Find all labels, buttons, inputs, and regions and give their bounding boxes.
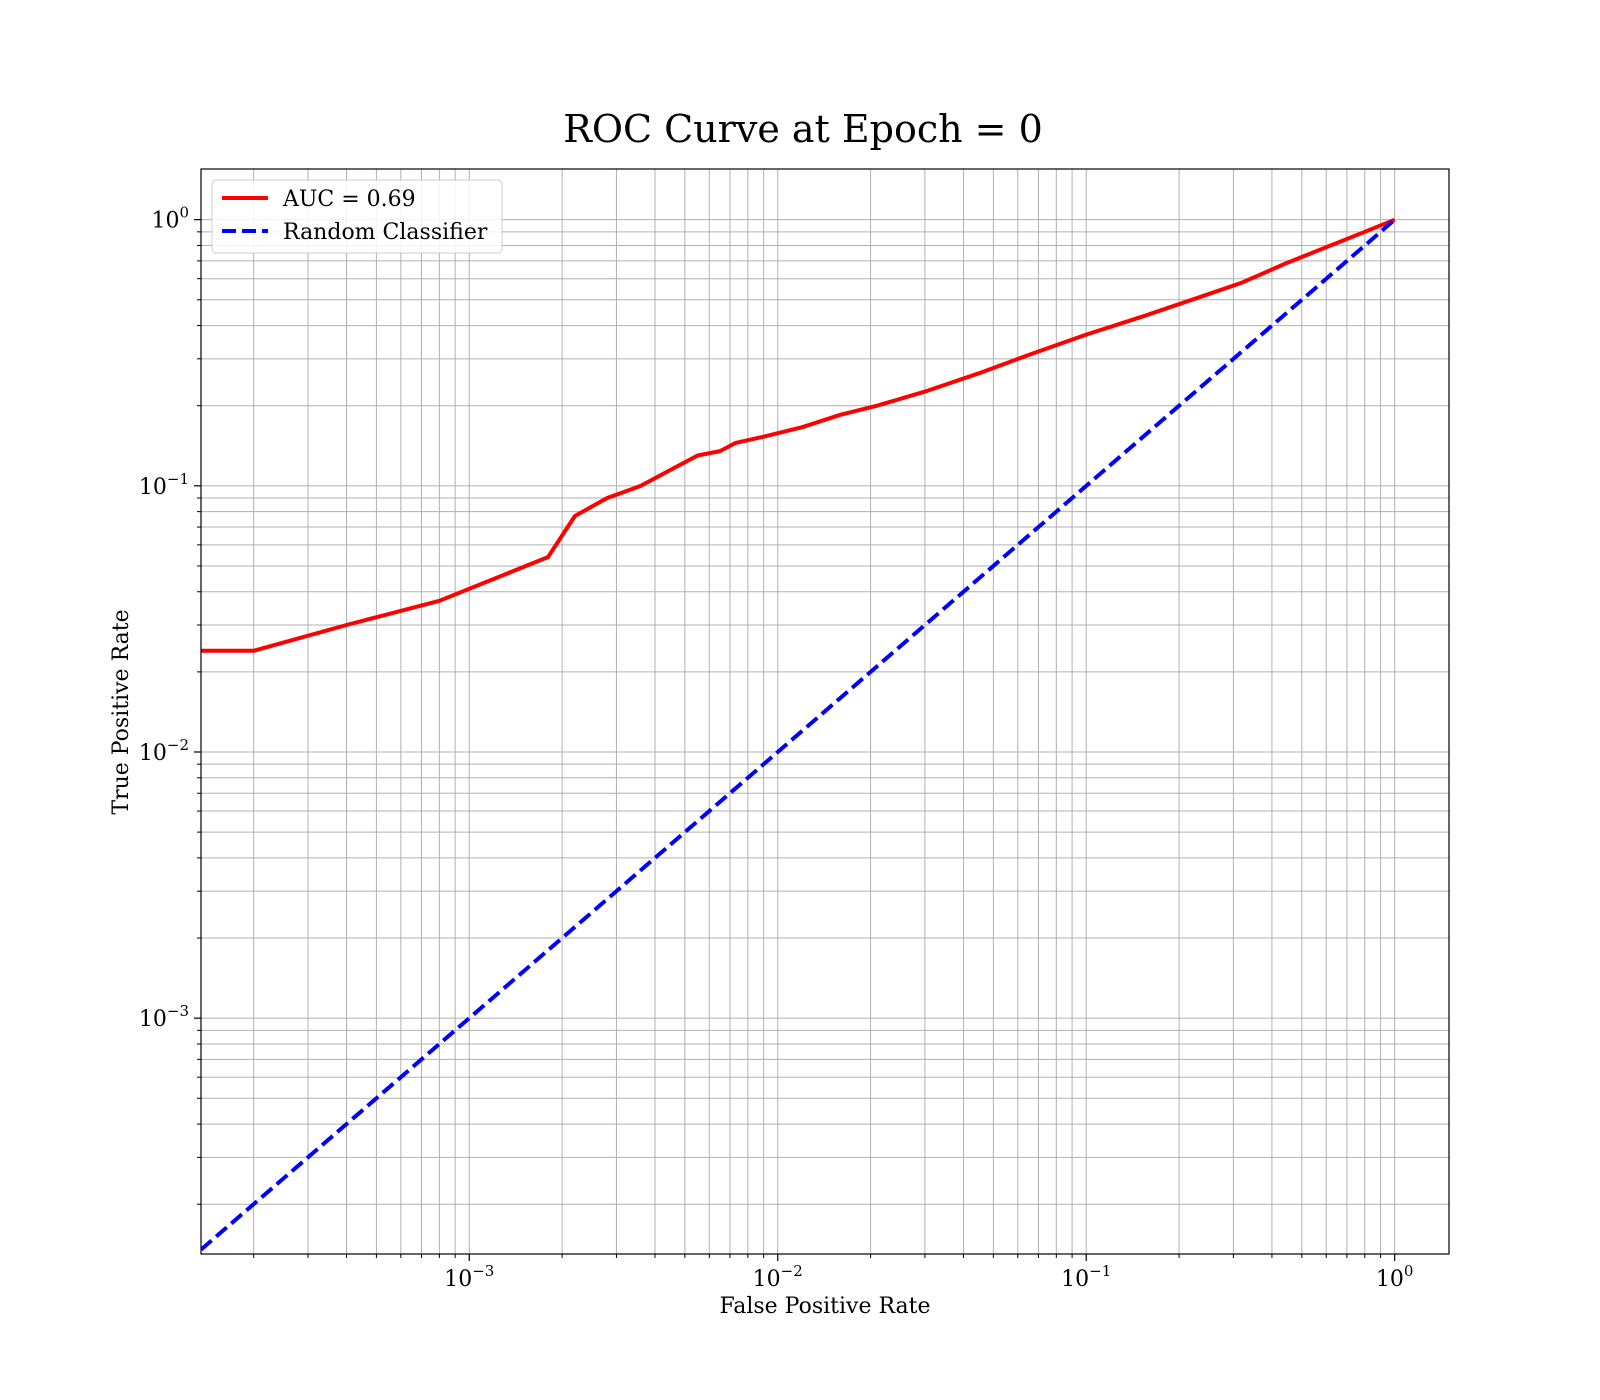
legend: AUC = 0.69 Random Classifier <box>211 179 503 254</box>
random-classifier-line <box>201 218 1397 1252</box>
minor-grid <box>201 169 1449 1254</box>
chart-title: ROC Curve at Epoch = 0 <box>563 107 1043 151</box>
y-tick-label: 10−1 <box>139 470 189 500</box>
major-grid <box>201 169 1449 1254</box>
y-tick-label: 10−3 <box>139 1002 189 1032</box>
x-tick-label: 100 <box>1376 1262 1414 1292</box>
legend-box <box>211 179 503 254</box>
x-axis-ticks: 10−3 10−2 10−1 100 <box>253 1254 1414 1292</box>
legend-label-auc: AUC = 0.69 <box>282 187 416 212</box>
y-tick-label: 10−2 <box>139 736 189 766</box>
y-axis-ticks: 10−3 10−2 10−1 100 <box>139 204 201 1205</box>
x-tick-label: 10−3 <box>444 1262 494 1292</box>
roc-curve-line <box>201 217 1396 653</box>
plot-frame <box>200 168 1450 1255</box>
x-tick-label: 10−2 <box>753 1262 803 1292</box>
y-axis-label: True Positive Rate <box>109 609 134 814</box>
y-tick-label: 100 <box>151 204 189 234</box>
legend-label-random: Random Classifier <box>283 220 488 245</box>
series-layer <box>201 217 1397 1252</box>
x-tick-label: 10−1 <box>1061 1262 1111 1292</box>
x-axis-label: False Positive Rate <box>719 1294 930 1319</box>
